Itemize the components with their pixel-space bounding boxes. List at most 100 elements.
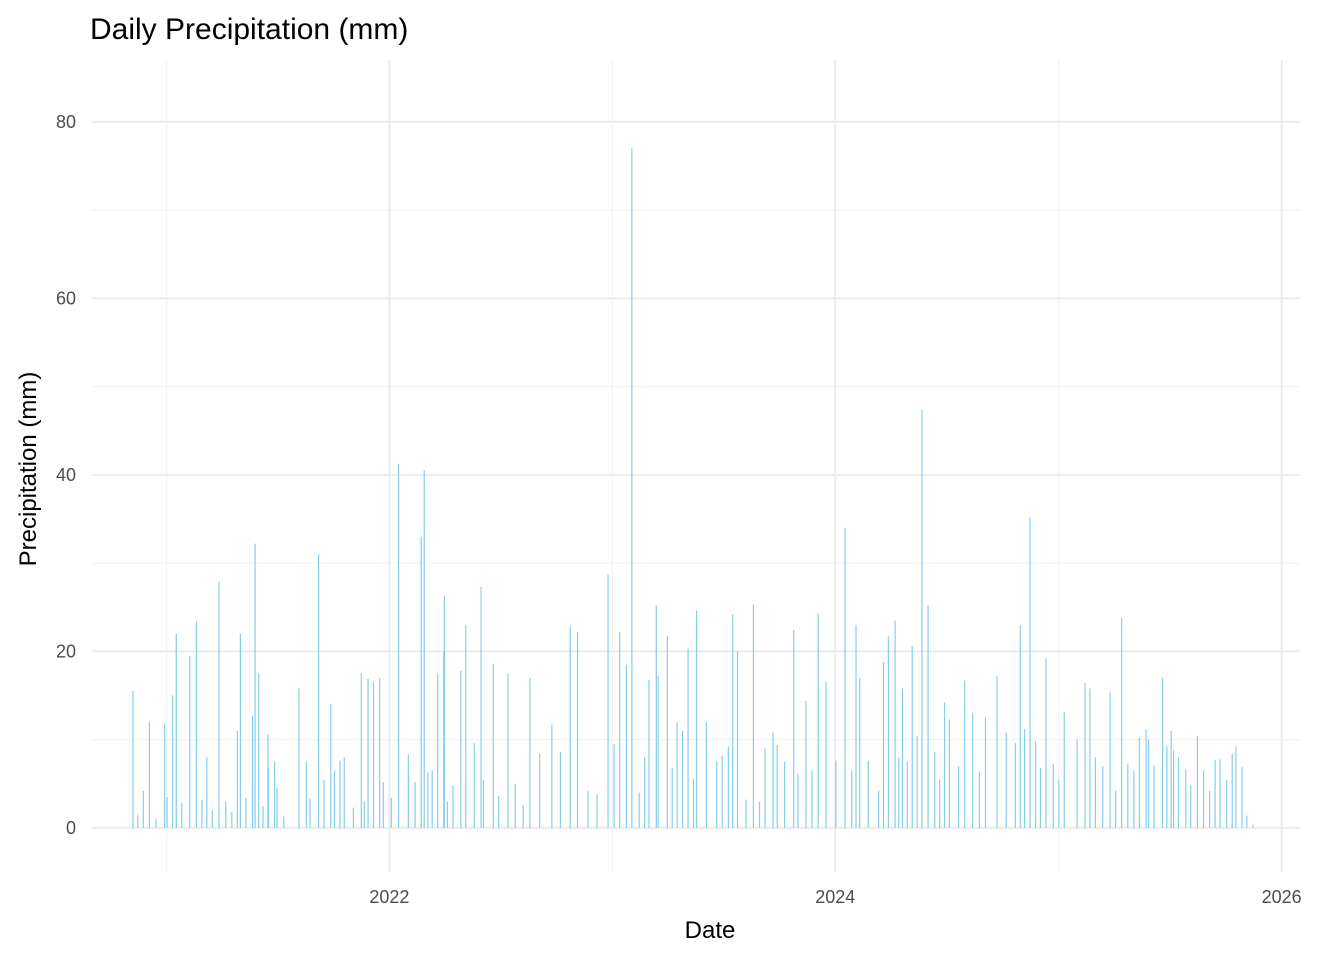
precip-bar: [539, 753, 541, 828]
precip-bar: [522, 804, 524, 828]
precip-bar: [1034, 741, 1037, 828]
precip-bar: [175, 633, 177, 828]
precip-bar: [397, 464, 400, 828]
precip-bar: [245, 797, 247, 828]
precip-bar: [619, 631, 621, 828]
precip-bar: [835, 760, 837, 828]
precip-bar: [676, 721, 678, 828]
precip-bar: [1196, 736, 1198, 828]
precip-bar: [382, 781, 384, 828]
precip-bar: [390, 797, 392, 828]
precip-bar: [559, 751, 562, 828]
precip-bar: [687, 648, 689, 828]
precip-bar: [655, 605, 657, 828]
precip-bar: [1019, 624, 1021, 828]
precip-bar: [1039, 767, 1042, 828]
precip-bar: [1219, 759, 1221, 828]
precip-bar: [958, 766, 960, 828]
precip-bar: [752, 604, 755, 828]
precip-bar: [732, 614, 734, 828]
precip-bar: [460, 670, 462, 828]
precip-bar: [1076, 739, 1078, 828]
precip-bar: [155, 819, 157, 828]
precip-bar: [189, 655, 191, 828]
precip-bar: [613, 744, 615, 828]
precip-bar: [367, 678, 369, 828]
precip-bar: [984, 717, 987, 828]
precip-bar: [423, 470, 425, 828]
precip-bar: [437, 673, 439, 828]
precip-bar: [758, 801, 761, 828]
precip-bar: [596, 794, 598, 828]
precip-bar: [1084, 683, 1086, 828]
precip-bar: [309, 798, 311, 828]
precip-bar: [911, 646, 913, 828]
precip-bar: [916, 736, 918, 828]
y-axis-title: Precipitation (mm): [15, 372, 42, 567]
precip-bar: [1161, 677, 1164, 828]
precip-bar: [844, 527, 846, 828]
precip-bar: [330, 704, 332, 828]
precip-bar: [1127, 763, 1129, 828]
precip-bar: [1166, 746, 1168, 828]
precip-bar: [239, 633, 241, 828]
precip-bar: [671, 767, 673, 828]
precip-bar: [657, 676, 659, 828]
precip-bar: [142, 790, 144, 828]
precip-bar: [727, 746, 729, 828]
precip-bar: [482, 780, 485, 828]
precip-bar: [772, 732, 774, 828]
precip-bar: [1235, 746, 1237, 828]
precip-bar: [1114, 790, 1117, 828]
precip-bar: [1005, 732, 1007, 828]
x-tick-label: 2022: [369, 887, 409, 907]
precip-bar: [431, 770, 433, 828]
precip-bar: [906, 761, 908, 828]
precip-bar: [1145, 729, 1147, 828]
precip-bar: [1089, 688, 1091, 828]
precip-bar: [1121, 617, 1123, 828]
precip-bar: [1063, 712, 1065, 828]
precip-bar: [507, 673, 509, 828]
precip-bar: [473, 743, 475, 828]
precip-bar: [948, 719, 951, 828]
precip-bar: [576, 631, 579, 828]
precip-bar: [218, 581, 220, 828]
precip-bar: [492, 663, 494, 828]
x-tick-label: 2024: [815, 887, 855, 907]
precip-bar: [1246, 815, 1248, 828]
precip-bar: [414, 781, 416, 828]
precip-bar: [1241, 766, 1243, 828]
precip-bar: [859, 677, 861, 828]
precip-bar: [1214, 759, 1216, 828]
precip-bar: [420, 536, 422, 828]
precip-bar: [1185, 769, 1187, 828]
precip-bar: [498, 796, 500, 828]
precip-bar: [696, 610, 698, 828]
precip-bar: [894, 620, 896, 828]
precip-bar: [1177, 757, 1180, 828]
precip-bar: [254, 543, 256, 828]
precip-bar: [206, 757, 208, 828]
y-tick-label: 0: [66, 818, 76, 838]
precip-bar: [716, 761, 718, 828]
precip-bar: [407, 754, 409, 828]
precip-bar: [736, 651, 739, 828]
chart-title: Daily Precipitation (mm): [90, 13, 408, 46]
precip-bar: [1231, 753, 1233, 828]
precip-bar: [972, 713, 974, 828]
precip-bar: [764, 748, 766, 828]
precip-bar: [867, 760, 869, 828]
precip-bar: [363, 801, 365, 828]
precip-bar: [443, 651, 445, 828]
precip-bar: [996, 676, 998, 828]
precip-bar: [1170, 730, 1172, 828]
precip-bar: [1202, 770, 1205, 828]
precip-bar: [1209, 790, 1211, 828]
precip-bar: [339, 760, 341, 828]
precip-bar: [276, 788, 278, 828]
precip-bar: [934, 751, 936, 828]
precip-bar: [1029, 517, 1031, 828]
precip-bar: [1052, 764, 1054, 828]
precip-bar: [1109, 692, 1111, 828]
